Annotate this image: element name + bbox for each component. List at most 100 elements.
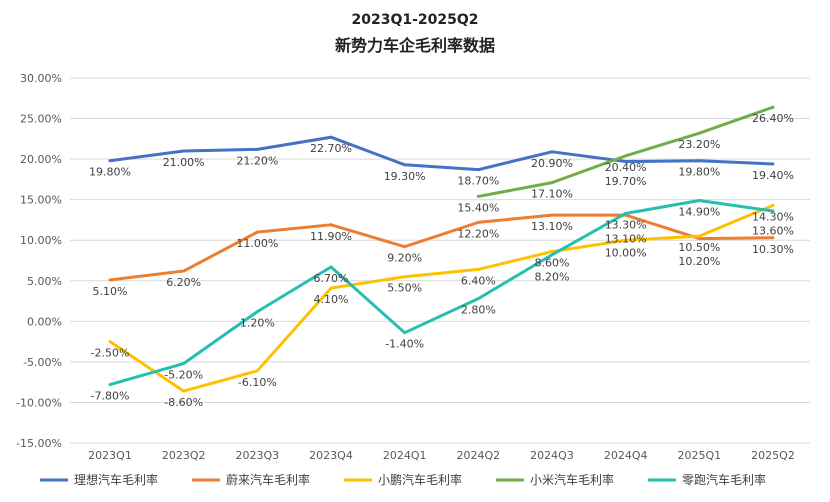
- y-tick-label: 30.00%: [20, 72, 62, 85]
- legend-label: 理想汽车毛利率: [74, 472, 158, 487]
- series-line-0: [109, 135, 774, 172]
- x-tick-label: 2025Q2: [751, 449, 795, 462]
- data-point: [329, 223, 333, 227]
- x-tick-label: 2023Q4: [309, 449, 353, 462]
- data-label: 10.30%: [752, 243, 794, 256]
- x-tick-label: 2024Q2: [457, 449, 501, 462]
- data-point: [108, 159, 112, 163]
- data-point: [771, 162, 775, 166]
- data-label: 2.80%: [461, 304, 496, 317]
- x-tick-label: 2024Q4: [604, 449, 648, 462]
- data-point: [624, 154, 628, 158]
- data-point: [697, 159, 701, 163]
- data-point: [697, 234, 701, 238]
- data-point: [624, 238, 628, 242]
- data-point: [403, 245, 407, 249]
- data-label: 5.10%: [93, 285, 128, 298]
- data-label: 4.10%: [314, 293, 349, 306]
- data-point: [771, 236, 775, 240]
- series-line-2: [109, 203, 774, 393]
- data-point: [624, 160, 628, 164]
- data-label: 19.80%: [678, 166, 720, 179]
- data-label: 21.00%: [163, 156, 205, 169]
- y-tick-label: -5.00%: [23, 356, 62, 369]
- data-label: 21.20%: [236, 154, 278, 167]
- data-label: 10.50%: [678, 241, 720, 254]
- data-label: 18.70%: [457, 175, 499, 188]
- data-label: -6.10%: [238, 376, 277, 389]
- data-label: 14.30%: [752, 210, 794, 223]
- data-point: [550, 213, 554, 217]
- data-point: [329, 265, 333, 269]
- data-point: [771, 105, 775, 109]
- data-point: [550, 253, 554, 257]
- data-label: 10.00%: [605, 246, 647, 259]
- data-point: [550, 150, 554, 154]
- data-point: [329, 135, 333, 139]
- data-point: [476, 297, 480, 301]
- y-tick-label: -15.00%: [16, 437, 62, 450]
- legend-label: 小鹏汽车毛利率: [378, 472, 462, 487]
- data-point: [697, 237, 701, 241]
- data-point: [255, 310, 259, 314]
- data-label: 22.70%: [310, 142, 352, 155]
- data-point: [476, 194, 480, 198]
- data-point: [255, 369, 259, 373]
- y-tick-label: 15.00%: [20, 194, 62, 207]
- data-point: [550, 181, 554, 185]
- data-point: [697, 198, 701, 202]
- data-label: 20.90%: [531, 157, 573, 170]
- x-tick-label: 2023Q3: [236, 449, 280, 462]
- chart-subtitle: 新势力车企毛利率数据: [334, 36, 495, 55]
- data-label: 13.10%: [605, 232, 647, 245]
- data-label: -8.60%: [164, 396, 203, 409]
- data-label: 15.40%: [457, 201, 499, 214]
- x-tick-label: 2024Q3: [530, 449, 574, 462]
- x-tick-label: 2023Q1: [88, 449, 132, 462]
- data-label: 6.40%: [461, 274, 496, 287]
- data-label: 6.20%: [166, 276, 201, 289]
- data-label: 12.20%: [457, 227, 499, 240]
- legend-label: 零跑汽车毛利率: [682, 472, 766, 487]
- data-point: [108, 383, 112, 387]
- data-point: [476, 267, 480, 271]
- data-label: 11.90%: [310, 230, 352, 243]
- y-tick-label: 20.00%: [20, 153, 62, 166]
- data-label: 19.80%: [89, 166, 131, 179]
- data-label: 14.90%: [678, 205, 720, 218]
- data-point: [550, 250, 554, 254]
- y-tick-label: 5.00%: [27, 275, 62, 288]
- data-label: 26.40%: [752, 112, 794, 125]
- data-point: [476, 168, 480, 172]
- data-point: [697, 131, 701, 135]
- series-line-4: [109, 198, 774, 387]
- y-tick-label: 10.00%: [20, 234, 62, 247]
- data-point: [771, 209, 775, 213]
- data-label: 1.20%: [240, 317, 275, 330]
- data-label: -7.80%: [91, 390, 130, 403]
- data-label: 11.00%: [236, 237, 278, 250]
- data-label: -5.20%: [164, 369, 203, 382]
- data-point: [255, 147, 259, 151]
- data-label: 20.40%: [605, 161, 647, 174]
- series-line-1: [109, 213, 774, 282]
- data-point: [182, 362, 186, 366]
- data-label: 23.20%: [678, 138, 720, 151]
- data-label: 5.50%: [387, 282, 422, 295]
- data-label: 19.70%: [605, 175, 647, 188]
- data-label: 9.20%: [387, 252, 422, 265]
- data-point: [182, 149, 186, 153]
- x-tick-label: 2023Q2: [162, 449, 206, 462]
- data-point: [255, 230, 259, 234]
- data-point: [476, 220, 480, 224]
- data-label: 13.30%: [605, 218, 647, 231]
- data-point: [329, 286, 333, 290]
- data-label: 13.60%: [752, 224, 794, 237]
- legend-label: 蔚来汽车毛利率: [226, 472, 310, 487]
- data-label: 8.60%: [535, 257, 570, 270]
- data-label: 8.20%: [535, 271, 570, 284]
- data-point: [403, 331, 407, 335]
- data-point: [624, 211, 628, 215]
- y-tick-label: -10.00%: [16, 396, 62, 409]
